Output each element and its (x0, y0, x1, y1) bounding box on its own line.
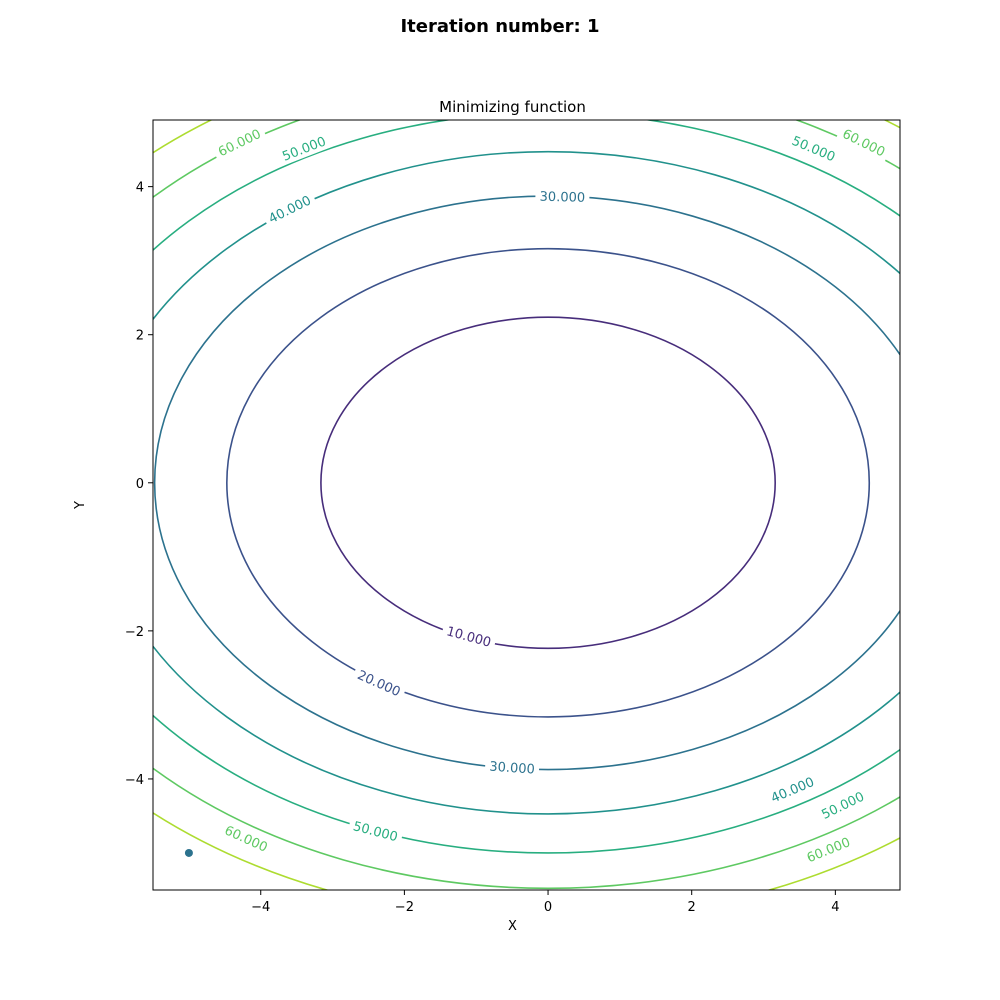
axes-frame (152, 119, 901, 891)
x-tick-label: −2 (395, 900, 414, 915)
contour-label: 60.000 (835, 122, 893, 163)
contour-label: 60.000 (210, 122, 268, 163)
svg-text:30.000: 30.000 (539, 190, 585, 206)
contour-label: 60.000 (218, 818, 275, 858)
contour-label: 50.000 (814, 784, 871, 825)
x-tick-label: −4 (251, 900, 270, 915)
contour-label: 30.000 (535, 186, 590, 206)
y-axis-ticks: −4 −2 0 2 4 (125, 181, 153, 788)
x-axis-label: X (508, 919, 517, 934)
x-tick-label: 0 (544, 900, 552, 915)
y-tick-label: 4 (136, 181, 144, 196)
contour-label: 50.000 (275, 129, 333, 167)
contour-label: 20.000 (350, 663, 408, 702)
y-tick-label: 0 (136, 477, 144, 492)
svg-text:60.000: 60.000 (840, 127, 887, 161)
contour-label: 40.000 (763, 770, 821, 809)
chart-title: Minimizing function (439, 98, 586, 116)
contour-label: 50.000 (347, 815, 405, 847)
y-tick-label: 2 (136, 329, 144, 344)
y-tick-label: −4 (125, 773, 144, 788)
current-point (184, 848, 193, 857)
x-tick-label: 4 (831, 900, 839, 915)
contour-level-40 (153, 150, 900, 815)
svg-text:30.000: 30.000 (489, 760, 535, 778)
contour-level-50 (153, 120, 900, 854)
contour-lines (153, 120, 900, 890)
contour-level-10 (320, 316, 776, 650)
current-point-layer (184, 848, 193, 857)
contour-labels: 10.00020.00030.00030.00040.00040.00050.0… (210, 122, 893, 868)
contour-level-20 (226, 247, 871, 718)
y-axis-label: Y (73, 501, 88, 510)
contour-level-30 (153, 195, 900, 771)
contour-label: 10.000 (440, 620, 498, 652)
figure-suptitle: Iteration number: 1 (400, 16, 600, 37)
x-tick-label: 2 (688, 900, 696, 915)
svg-text:40.000: 40.000 (266, 193, 313, 227)
contour-level-60 (153, 120, 900, 889)
x-axis-ticks: −4 −2 0 2 4 (251, 890, 839, 915)
contour-label: 30.000 (484, 756, 540, 778)
contour-label: 40.000 (261, 188, 318, 229)
y-tick-label: −2 (125, 625, 144, 640)
